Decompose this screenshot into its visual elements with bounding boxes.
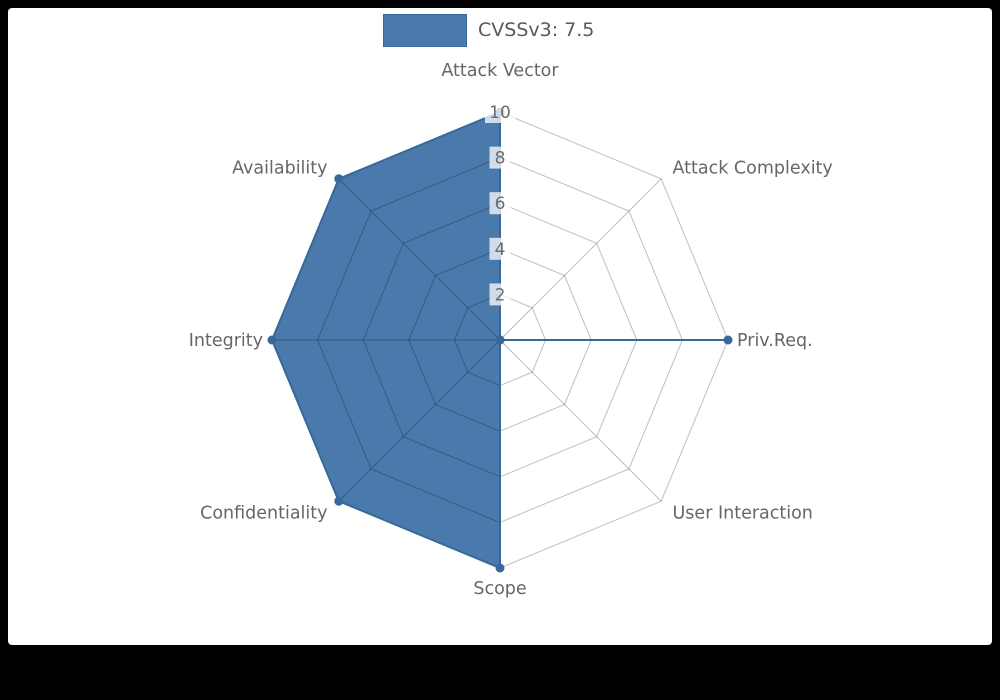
axis-spoke — [338, 339, 501, 502]
tick-label: 6 — [495, 194, 506, 214]
data-point[interactable] — [334, 496, 344, 506]
legend-swatch — [383, 14, 467, 47]
data-point[interactable] — [334, 174, 344, 184]
tick-label: 2 — [495, 285, 506, 305]
tick-label: 10 — [489, 103, 511, 123]
axis-label-attack-complexity: Attack Complexity — [673, 159, 833, 179]
data-point[interactable] — [267, 335, 277, 345]
data-point[interactable] — [495, 335, 505, 345]
tick-backdrop — [489, 283, 511, 306]
tick-backdrop — [489, 192, 511, 215]
tick-label: 4 — [495, 240, 506, 260]
legend-label: CVSSv3: 7.5 — [478, 19, 595, 41]
axis-label-availability: Availability — [232, 159, 327, 179]
legend-item[interactable]: CVSSv3: 7.5 — [383, 14, 594, 47]
data-point[interactable] — [495, 563, 505, 573]
tick-backdrop — [489, 146, 511, 169]
tick-label: 8 — [495, 149, 506, 169]
tick-backdrop — [485, 101, 515, 123]
axis-spoke — [338, 178, 501, 341]
data-point[interactable] — [723, 335, 733, 345]
axis-spoke — [499, 178, 662, 341]
axis-label-confidentiality: Confidentiality — [200, 504, 327, 524]
tick-backdrop — [489, 237, 511, 260]
axis-label-priv-req-: Priv.Req. — [737, 331, 813, 351]
axis-label-scope: Scope — [473, 579, 526, 599]
axis-label-user-interaction: User Interaction — [673, 504, 813, 524]
axis-spoke — [499, 339, 662, 502]
axis-label-integrity: Integrity — [189, 331, 263, 351]
axis-label-attack-vector: Attack Vector — [441, 61, 559, 81]
